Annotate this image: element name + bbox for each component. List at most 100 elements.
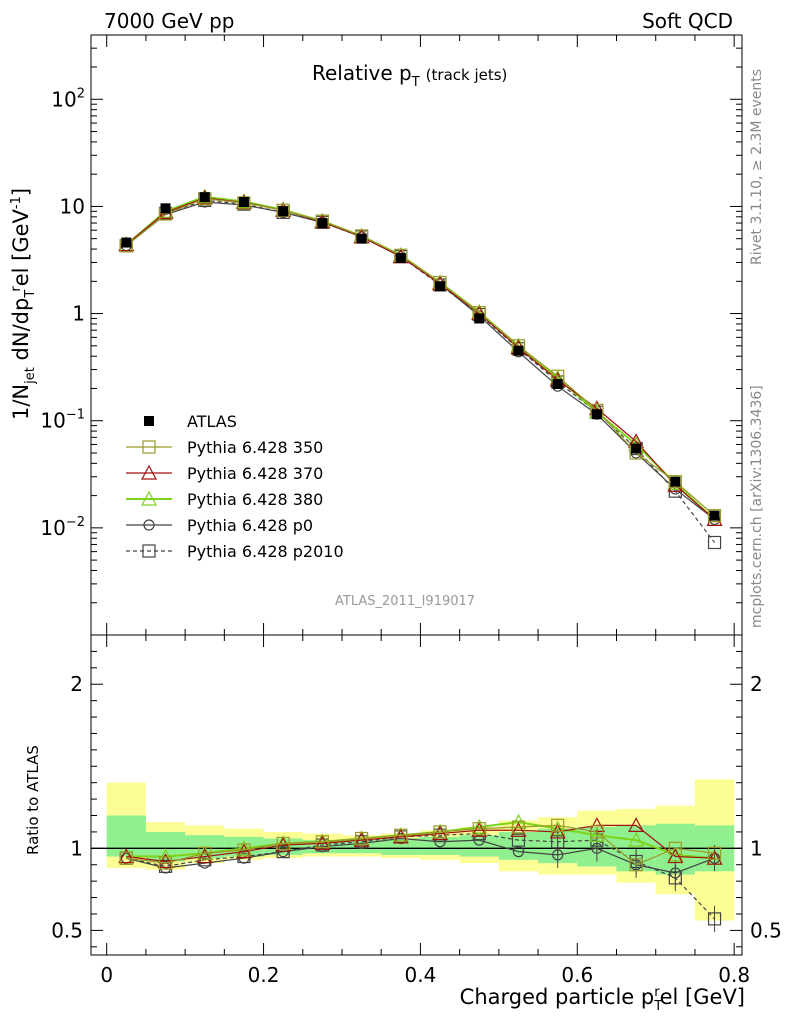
marker-filled-square: [144, 416, 154, 426]
marker-filled-square: [631, 443, 642, 454]
main-title-text: Relative p: [312, 61, 412, 85]
ratio-line-3: [126, 837, 715, 874]
ratio-ytick-label-right: 1: [750, 836, 763, 860]
marker-filled-square: [238, 196, 249, 207]
ratio-ytick-label-left: 1: [70, 836, 83, 860]
marker-open-square: [237, 196, 251, 210]
marker-open-triangle: [314, 835, 331, 851]
main-ytick-label: 10−1: [40, 408, 85, 433]
marker-open-circle: [512, 846, 525, 858]
marker-open-square: [119, 851, 133, 865]
marker-open-triangle: [353, 831, 370, 847]
main-y-label: 1/Njet dN/dpTrel [GeV-1]: [9, 188, 38, 420]
marker-filled-square: [395, 253, 406, 264]
marker-filled-square: [670, 476, 681, 487]
ratio-line-0: [126, 824, 715, 866]
marker-open-square: [315, 835, 329, 849]
x-tick-label: 0.4: [405, 963, 437, 987]
analysis-watermark: ATLAS_2011_I919017: [335, 594, 475, 609]
legend-label: Pythia 6.428 p0: [187, 516, 313, 535]
marker-filled-square: [160, 203, 171, 214]
ratio-band-green: [459, 835, 499, 857]
marker-open-triangle: [471, 822, 488, 837]
marker-open-triangle: [118, 848, 135, 864]
marker-filled-square: [356, 233, 367, 244]
legend-label: Pythia 6.428 380: [187, 490, 323, 509]
marker-open-triangle: [628, 817, 645, 832]
marker-open-square: [433, 825, 447, 839]
legend: ATLAS Pythia 6.428 350 Pythia 6.428 370 Pyt…: [126, 412, 344, 561]
marker-open-triangle: [706, 849, 723, 865]
marker-open-square: [354, 831, 369, 846]
legend-label: Pythia 6.428 350: [187, 438, 323, 457]
marker-open-triangle: [510, 822, 527, 837]
main-title-sub: T: [411, 75, 420, 90]
main-panel: 102 10 1 10−1 10−2: [40, 34, 743, 636]
marker-open-square: [511, 820, 526, 834]
ratio-line-1: [126, 824, 715, 863]
marker-filled-square: [317, 218, 328, 229]
ratio-ytick-label-left: 0.5: [51, 918, 83, 942]
x-tick-label: 0.6: [561, 963, 593, 987]
marker-open-square: [551, 818, 565, 832]
ratio-line-4: [126, 832, 715, 920]
marker-open-triangle: [235, 840, 252, 855]
marker-open-square: [707, 509, 722, 523]
ylabel-part1: 1/N: [9, 384, 33, 420]
marker-open-triangle: [549, 820, 566, 836]
marker-open-square: [707, 535, 722, 550]
marker-open-triangle: [432, 825, 449, 841]
marker-open-triangle: [628, 831, 645, 847]
marker-filled-square: [199, 192, 210, 203]
main-title-suffix: (track jets): [426, 66, 508, 84]
ratio-ytick-label-right: 2: [750, 672, 763, 696]
ratio-band-green: [381, 838, 421, 855]
marker-open-square: [668, 475, 682, 489]
marker-filled-square: [591, 409, 602, 420]
marker-open-triangle: [140, 464, 158, 480]
x-tick-label: 0: [100, 963, 113, 987]
marker-open-circle: [143, 519, 155, 531]
main-ytick-label: 10−2: [40, 515, 85, 540]
marker-open-square: [668, 841, 682, 855]
marker-open-square: [158, 856, 173, 870]
marker-open-circle: [434, 836, 446, 848]
marker-open-square: [276, 836, 290, 851]
mcplots-label: mcplots.cern.ch [arXiv:1306.3436]: [749, 385, 765, 628]
legend-label: Pythia 6.428 p2010: [187, 542, 344, 561]
ratio-band-green: [224, 836, 264, 857]
marker-filled-square: [121, 237, 132, 248]
main-ytick-label: 10: [60, 194, 85, 218]
header-right: Soft QCD: [642, 9, 733, 33]
marker-open-triangle: [140, 490, 158, 506]
marker-open-square: [237, 843, 251, 857]
marker-filled-square: [474, 313, 485, 324]
series-line-4: [125, 199, 716, 543]
marker-open-triangle: [667, 848, 684, 864]
xlabel-end: el [GeV]: [660, 985, 745, 1009]
rivet-label: Rivet 3.1.10, ≥ 2.3M events: [749, 69, 765, 265]
marker-filled-square: [552, 379, 563, 390]
marker-open-triangle: [235, 843, 252, 859]
marker-open-square: [142, 544, 156, 558]
marker-open-triangle: [157, 853, 174, 869]
x-axis-label: Charged particle pTrel [GeV]: [460, 985, 745, 1014]
marker-open-square: [472, 822, 486, 836]
main-title: Relative pT (track jets): [312, 61, 507, 90]
marker-open-triangle: [196, 848, 213, 864]
ratio-ytick-label-left: 2: [70, 672, 83, 696]
ratio-ytick-label-right: 0.5: [750, 918, 782, 942]
xlabel-sup: r: [654, 985, 660, 1000]
ratio-y-label: Ratio to ATLAS: [24, 745, 42, 855]
marker-open-square: [629, 858, 643, 872]
marker-open-square: [707, 846, 722, 860]
x-tick-label: 0.8: [718, 963, 750, 987]
marker-open-triangle: [471, 818, 488, 834]
legend-label: ATLAS: [187, 412, 237, 431]
legend-label: Pythia 6.428 370: [187, 464, 323, 483]
marker-filled-square: [709, 510, 720, 521]
xlabel-part1: Charged particle p: [460, 985, 655, 1009]
xlabel-sub: T: [653, 999, 662, 1014]
marker-filled-square: [278, 206, 289, 217]
